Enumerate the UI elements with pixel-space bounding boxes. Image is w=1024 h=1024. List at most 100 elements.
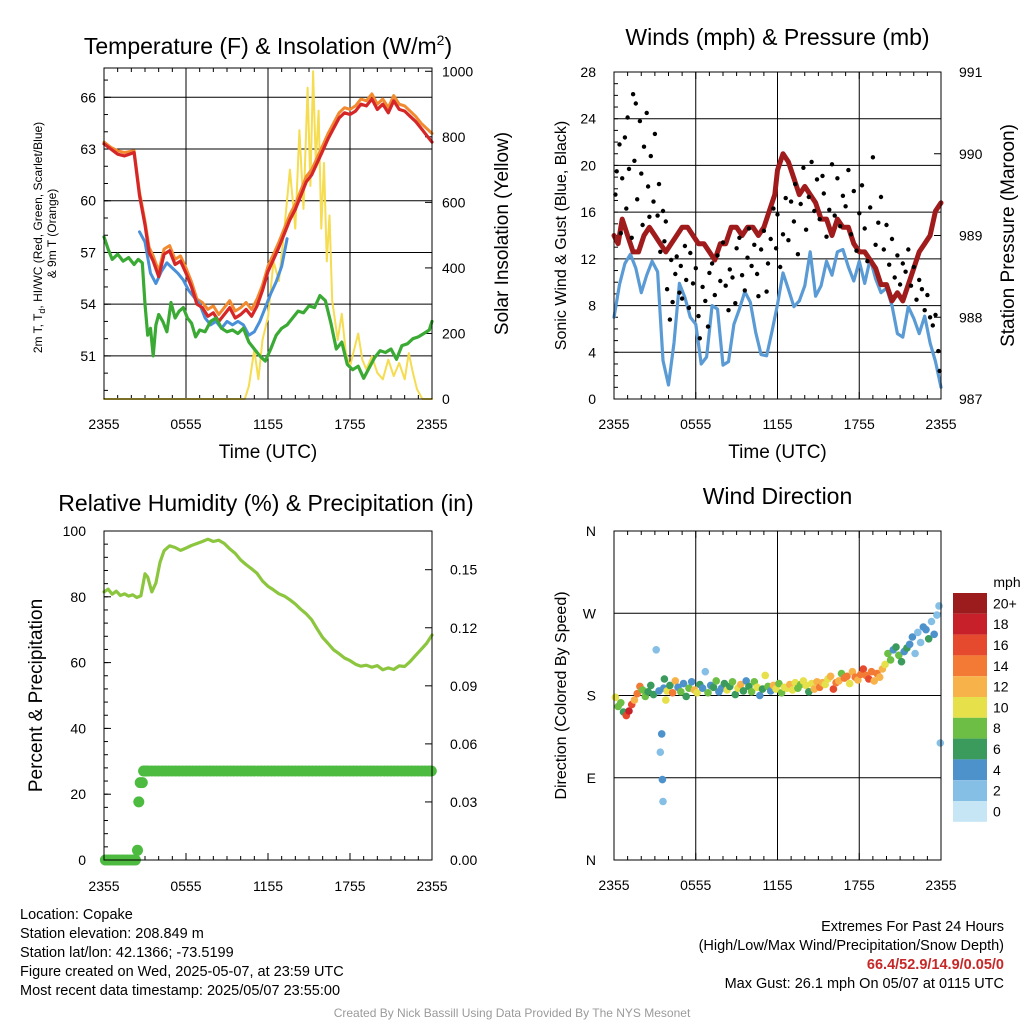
extremes-info: Extremes For Past 24 Hours (High/Low/Max… [699, 918, 1004, 994]
gust-point [626, 166, 632, 172]
chart-title: Temperature (F) & Insolation (W/m2) [84, 32, 452, 59]
gust-point [633, 101, 638, 106]
y-tick-label-right: 988 [959, 309, 983, 325]
gust-point [925, 292, 930, 298]
direction-point [845, 679, 854, 688]
gust-point [832, 213, 837, 218]
direction-point [660, 675, 669, 683]
gust-point [682, 243, 688, 249]
gust-point [812, 208, 817, 214]
gust-point [707, 270, 712, 276]
legend-swatch [953, 717, 987, 739]
gust-point [817, 217, 822, 222]
y-tick-label-right: 200 [442, 325, 466, 341]
station-info: Location: Copake Station elevation: 208.… [20, 906, 344, 1001]
gust-point [667, 317, 673, 322]
legend-label: 18 [993, 616, 1009, 632]
gust-point [778, 264, 783, 270]
gust-point [865, 259, 870, 264]
gust-point [734, 246, 739, 251]
extremes-subtitle: (High/Low/Max Wind/Precipitation/Snow De… [698, 938, 1004, 954]
gust-point [720, 240, 726, 245]
gust-point [673, 271, 678, 277]
direction-point [747, 688, 756, 696]
gust-point [840, 193, 846, 198]
x-tick-label: 0555 [170, 878, 201, 894]
y-tick-label-right: 400 [442, 260, 466, 276]
x-tick-label: 1155 [253, 416, 283, 432]
gust-point [625, 115, 630, 120]
direction-point [625, 707, 633, 715]
x-tick-label: 2355 [416, 416, 447, 432]
direction-point [843, 672, 851, 681]
gust-point [878, 194, 884, 200]
y-tick-label-left: 100 [63, 523, 87, 539]
y-tick-label-left: 40 [70, 720, 86, 736]
precip-point [133, 796, 145, 808]
legend-label: 16 [993, 637, 1009, 653]
direction-point [682, 692, 690, 701]
x-axis-label: Time (UTC) [728, 442, 827, 463]
gust-point [679, 296, 685, 301]
gust-point [829, 162, 835, 167]
chart-title: Wind Direction [703, 483, 853, 509]
y-tick-label-right: 0.00 [450, 852, 477, 868]
dewpoint-line [102, 235, 434, 380]
direction-point [698, 684, 707, 692]
direction-point [826, 672, 835, 681]
gust-point [897, 282, 903, 287]
gust-point [696, 313, 701, 319]
y-tick-label-right: 600 [442, 194, 466, 210]
recent-data-text: Most recent data timestamp: 2025/05/07 2… [20, 983, 341, 999]
y-tick-label-right: 0 [442, 391, 450, 407]
location-text: Location: Copake [20, 907, 133, 923]
gust-point [881, 247, 886, 252]
extremes-title: Extremes For Past 24 Hours [821, 919, 1004, 935]
gust-point [803, 227, 809, 232]
direction-point [630, 696, 639, 704]
y-tick-label-left: 8 [588, 298, 596, 314]
direction-point [709, 683, 718, 692]
gust-point [670, 299, 675, 305]
x-axis-label: Time (UTC) [219, 442, 318, 463]
gust-point [838, 224, 843, 229]
direction-point [935, 602, 943, 610]
gust-point [843, 204, 848, 209]
gust-point [806, 194, 811, 200]
gust-point [647, 214, 652, 219]
gust-point [669, 257, 674, 263]
gust-point [927, 315, 933, 320]
precip-point [425, 765, 437, 777]
gust-point [930, 323, 935, 328]
gust-point [906, 247, 911, 252]
y-tick-label-right: 1000 [442, 63, 473, 79]
gust-point [664, 287, 670, 292]
speed-legend: mph 20+ 18 16 14 12 10 8 6 4 2 0 [953, 574, 1021, 822]
gust-point [645, 184, 651, 189]
gust-point [857, 211, 862, 216]
gust-point [771, 206, 776, 211]
x-tick-label: 0555 [680, 877, 711, 893]
gust-point [788, 199, 794, 204]
y-axis-label-left: Sonic Wind & Gust (Blue, Black) [553, 121, 570, 350]
gust-point [821, 191, 826, 196]
gust-point [733, 301, 738, 306]
gust-point [887, 262, 892, 267]
gust-point [908, 283, 914, 288]
gust-point [900, 261, 905, 266]
legend-label: 8 [993, 720, 1001, 736]
gust-point [761, 228, 767, 233]
gust-point [618, 231, 623, 236]
direction-point [658, 775, 667, 784]
chart-title: Winds (mph) & Pressure (mb) [625, 24, 929, 50]
gust-point [873, 242, 878, 247]
y-axis-label-left: 2m T, Td, HI/WC (Red, Green, Scarlet/Blu… [31, 122, 47, 353]
direction-point [775, 679, 783, 688]
y-tick-label-left: 20 [70, 786, 86, 802]
direction-point [881, 660, 889, 669]
x-tick-label: 1755 [334, 878, 365, 894]
pressure-line [611, 151, 944, 304]
gust-point [765, 261, 771, 266]
legend-swatch [953, 634, 987, 656]
